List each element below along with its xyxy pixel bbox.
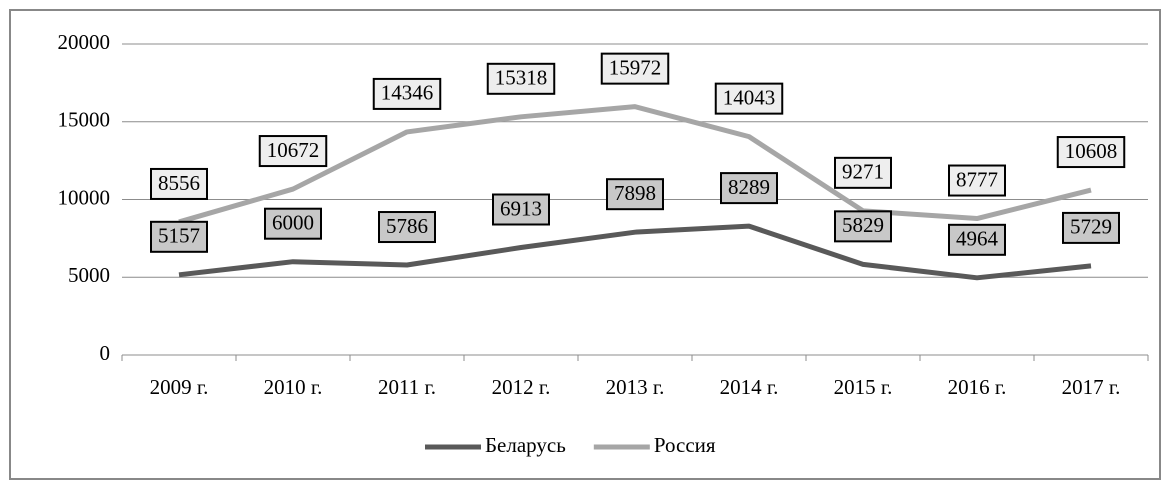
data-label-box <box>1062 211 1120 244</box>
data-label: 10672 <box>267 138 320 162</box>
data-label-box <box>372 77 442 110</box>
series-line <box>178 104 1092 225</box>
data-label-box <box>150 220 208 253</box>
y-tick-label: 20000 <box>58 30 111 54</box>
x-tick-label: 2013 г. <box>606 375 665 399</box>
data-label-box <box>834 156 892 189</box>
legend-label: Беларусь <box>485 433 566 457</box>
data-label: 7898 <box>614 181 656 205</box>
data-label-box <box>834 210 892 243</box>
data-label-box <box>714 82 784 115</box>
data-label-box <box>948 164 1006 197</box>
x-tick-label: 2016 г. <box>948 375 1007 399</box>
x-tick-label: 2014 г. <box>720 375 779 399</box>
data-label-box <box>486 62 556 95</box>
series-line <box>178 223 1092 281</box>
data-label-box <box>264 207 322 240</box>
data-label: 8777 <box>956 167 998 191</box>
x-tick-label: 2015 г. <box>834 375 893 399</box>
x-tick-label: 2010 г. <box>264 375 323 399</box>
data-label: 5157 <box>158 224 200 248</box>
legend-label: Россия <box>654 433 716 457</box>
data-label-box <box>1056 136 1126 169</box>
data-label: 10608 <box>1065 139 1118 163</box>
data-label: 15318 <box>495 66 548 90</box>
y-tick-label: 10000 <box>58 185 111 209</box>
data-label-box <box>720 172 778 205</box>
data-label-box <box>258 135 328 168</box>
data-label: 5786 <box>386 214 428 238</box>
data-label: 8556 <box>158 171 200 195</box>
chart-frame <box>9 9 1161 480</box>
data-label: 15972 <box>609 55 662 79</box>
data-label: 9271 <box>842 160 884 184</box>
data-label: 5829 <box>842 213 884 237</box>
x-tick-label: 2009 г. <box>150 375 209 399</box>
data-label-box <box>948 223 1006 256</box>
data-label: 4964 <box>956 227 999 251</box>
y-tick-label: 0 <box>100 341 111 365</box>
data-label: 6913 <box>500 196 542 220</box>
x-tick-label: 2011 г. <box>378 375 436 399</box>
data-label: 5729 <box>1070 215 1112 239</box>
data-label-box <box>150 167 208 200</box>
data-label: 8289 <box>728 175 770 199</box>
data-label-box <box>600 52 670 85</box>
y-tick-label: 5000 <box>68 263 110 287</box>
x-tick-label: 2012 г. <box>492 375 551 399</box>
data-label-box <box>492 193 550 226</box>
data-label: 14346 <box>381 81 434 105</box>
x-tick-label: 2017 г. <box>1062 375 1121 399</box>
data-label-box <box>378 211 436 244</box>
data-label: 14043 <box>723 85 776 109</box>
data-label: 6000 <box>272 211 314 235</box>
data-label-box <box>606 178 664 211</box>
y-tick-label: 15000 <box>58 108 111 132</box>
